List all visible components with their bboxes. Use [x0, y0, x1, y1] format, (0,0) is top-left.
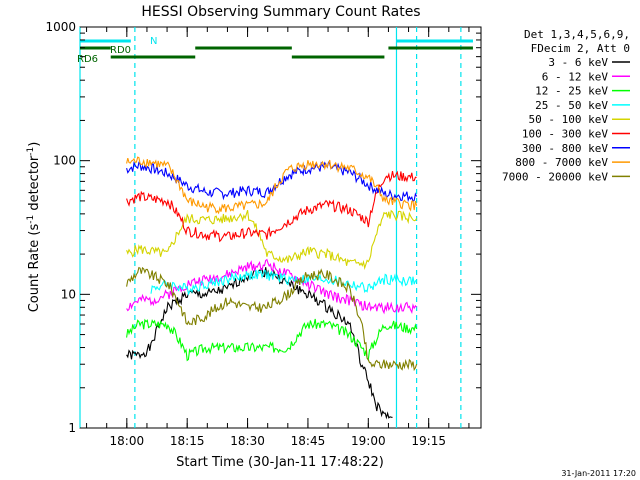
x-tick-label-0: 18:00	[110, 434, 145, 448]
y-tick-label-3: 1000	[45, 20, 76, 34]
x-tick-label-5: 19:15	[411, 434, 446, 448]
x-axis-label: Start Time (30-Jan-11 17:48:22)	[176, 455, 384, 470]
legend-label-8: 7000 - 20000 keV	[502, 170, 608, 183]
orbit-bars	[80, 39, 473, 59]
series-line-3	[150, 269, 417, 296]
series-line-2	[126, 318, 418, 362]
x-tick-label-2: 18:30	[230, 434, 265, 448]
legend-label-3: 25 - 50 keV	[535, 99, 608, 112]
y-tick-label-0: 1	[68, 421, 76, 435]
legend: Det 1,3,4,5,6,9,FDecim 2, Att 03 - 6 keV…	[502, 28, 630, 183]
legend-label-5: 100 - 300 keV	[522, 128, 608, 141]
x-tick-label-3: 18:45	[291, 434, 326, 448]
legend-header-0: Det 1,3,4,5,6,9,	[524, 28, 630, 41]
footer-date: 31-Jan-2011 17:20	[561, 469, 636, 478]
legend-label-0: 3 - 6 keV	[548, 56, 608, 69]
legend-label-4: 50 - 100 keV	[529, 113, 609, 126]
series-line-1	[126, 258, 418, 315]
series-line-5	[126, 170, 417, 243]
series-line-0	[126, 267, 393, 420]
y-axis-label: Count Rate (s-1 detector-1)	[26, 142, 42, 313]
n-label: N	[150, 36, 157, 47]
legend-header-1: FDecim 2, Att 0	[531, 42, 630, 55]
x-tick-label-1: 18:15	[170, 434, 205, 448]
series-group	[126, 156, 418, 420]
legend-label-6: 300 - 800 keV	[522, 142, 608, 155]
plot-area	[79, 26, 482, 429]
axes: 18:00 18:15 18:30 18:45 19:00 19:15 1 10 100 1000	[45, 20, 481, 448]
legend-label-1: 6 - 12 keV	[542, 70, 609, 83]
series-line-8	[126, 266, 418, 372]
y-tick-label-1: 10	[61, 287, 76, 301]
y-tick-label-2: 100	[53, 154, 76, 168]
x-tick-label-4: 19:00	[351, 434, 386, 448]
rd6-label: RD6	[77, 54, 98, 65]
series-line-4	[126, 209, 418, 271]
vertical-markers	[79, 27, 462, 428]
legend-label-2: 12 - 25 keV	[535, 85, 608, 98]
rd0-label: RD0	[110, 45, 131, 56]
chart-title: HESSI Observing Summary Count Rates	[141, 4, 420, 20]
series-line-7	[126, 156, 418, 215]
legend-label-7: 800 - 7000 keV	[515, 156, 608, 169]
